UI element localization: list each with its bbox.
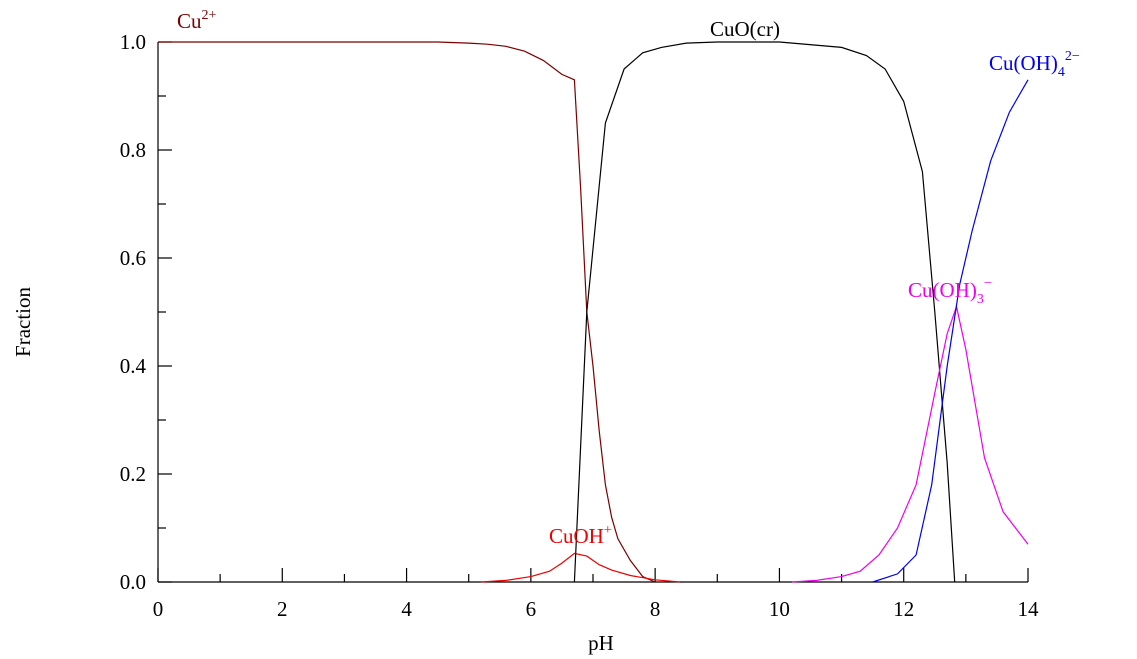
ticks: 0 2 4 6 8 10 12 14 0.0 0.2 0.4 0.6 0.8 1.0 (120, 30, 1039, 621)
x-tick-label: 4 (401, 597, 412, 621)
x-tick-label: 6 (526, 597, 537, 621)
x-tick-label: 0 (153, 597, 164, 621)
x-axis-title: pH (588, 631, 614, 655)
x-tick-label: 8 (650, 597, 661, 621)
y-axis-title: Fraction (11, 287, 35, 357)
series-label-cuoh: CuOH+ (549, 523, 612, 548)
y-tick-label: 0.0 (120, 570, 146, 594)
y-tick-label: 0.6 (120, 246, 146, 270)
x-tick-label: 2 (277, 597, 288, 621)
series-line-cu2 (158, 41, 656, 583)
series-line-cuoh (481, 552, 681, 583)
y-tick-label: 0.8 (120, 138, 146, 162)
y-tick-label: 1.0 (120, 30, 146, 54)
series-label-cuoh4: Cu(OH)42− (989, 49, 1080, 80)
y-tick-label: 0.2 (120, 462, 146, 486)
x-tick-label: 12 (893, 597, 914, 621)
series-label-cu2: Cu2+ (177, 8, 217, 33)
y-tick-label: 0.4 (120, 354, 147, 378)
series-label-cuo: CuO(cr) (710, 17, 780, 41)
series-label-cuoh3: Cu(OH)3− (908, 276, 992, 307)
series-line-cuoh4 (872, 79, 1029, 583)
series-line-cuo (573, 41, 956, 583)
axes (157, 42, 1028, 583)
x-tick-label: 10 (769, 597, 790, 621)
series-labels: Cu2+ CuOH+ CuO(cr) Cu(OH)3− Cu(OH)42− (177, 8, 1080, 548)
series-line-cuoh3 (791, 304, 1029, 583)
x-tick-label: 14 (1018, 597, 1040, 621)
series-lines (158, 41, 1029, 583)
